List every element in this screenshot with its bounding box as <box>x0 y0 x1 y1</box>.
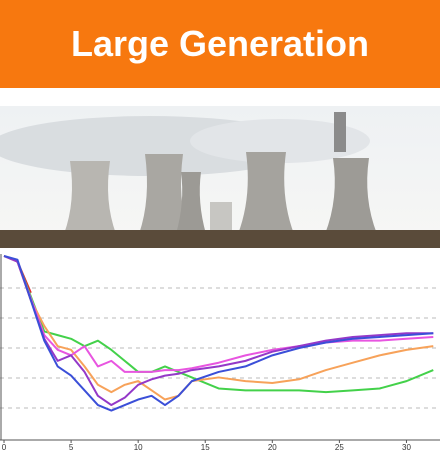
line <box>4 256 433 372</box>
x-tick-label: 0 <box>2 443 7 452</box>
x-tick-label: 20 <box>268 443 277 452</box>
chart: 0 5 10 15 20 25 30 <box>0 248 440 454</box>
line <box>4 256 433 411</box>
photo <box>0 106 440 248</box>
x-tick-label: 25 <box>335 443 344 452</box>
x-tick-label: 15 <box>201 443 210 452</box>
header-title: Large Generation <box>0 0 440 88</box>
x-tick-label: 5 <box>69 443 74 452</box>
x-tick-label: 10 <box>134 443 143 452</box>
line <box>4 256 433 405</box>
page: Large Generation 051015202530 (() => { c… <box>0 0 440 454</box>
x-tick-label: 30 <box>402 443 411 452</box>
